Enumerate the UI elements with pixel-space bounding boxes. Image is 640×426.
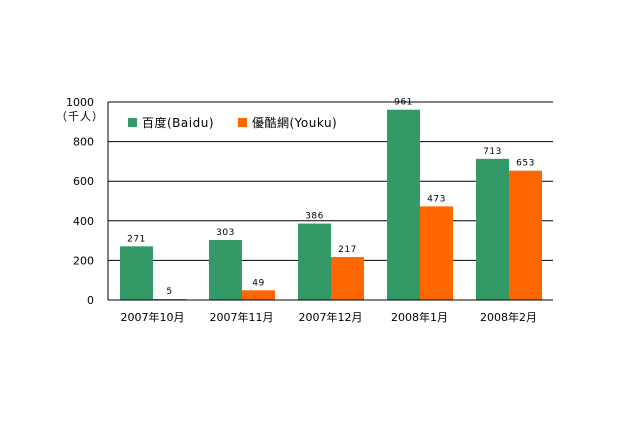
data-label: 386 xyxy=(305,212,324,222)
y-tick-label: 200 xyxy=(73,254,94,267)
y-tick-label: 1000 xyxy=(66,96,94,109)
data-label: 653 xyxy=(516,159,535,169)
x-tick-label: 2008年1月 xyxy=(391,310,448,324)
bar-youku xyxy=(509,170,542,300)
bar-baidu xyxy=(476,158,509,300)
data-label: 5 xyxy=(166,287,172,297)
x-tick-label: 2007年11月 xyxy=(210,310,274,324)
legend-swatch xyxy=(128,118,137,127)
data-label: 217 xyxy=(338,245,357,255)
bar-youku xyxy=(420,206,453,300)
x-axis: 2007年10月 2007年11月 2007年12月 2008年1月 2008年2月 xyxy=(108,299,553,324)
bar-youku xyxy=(242,290,275,300)
y-tick-label: 800 xyxy=(73,136,94,149)
bar-youku xyxy=(331,257,364,300)
data-label: 961 xyxy=(394,98,413,108)
legend-label: 百度(Baidu) xyxy=(142,115,214,130)
legend: 百度(Baidu) 優酷網(Youku) xyxy=(128,115,337,130)
data-label: 271 xyxy=(127,234,146,244)
bar-baidu xyxy=(298,223,331,300)
x-tick-label: 2008年2月 xyxy=(480,310,537,324)
y-axis: 0 200 400 600 800 1000 xyxy=(66,96,109,307)
data-label: 713 xyxy=(483,147,502,157)
legend-swatch xyxy=(238,118,247,127)
x-tick-label: 2007年12月 xyxy=(299,310,363,324)
data-label: 49 xyxy=(252,278,264,288)
y-unit-label: （千人） xyxy=(56,110,104,123)
data-label: 473 xyxy=(427,194,446,204)
y-tick-label: 400 xyxy=(73,215,94,228)
data-label: 303 xyxy=(216,228,235,238)
bar-baidu xyxy=(120,246,153,300)
y-tick-label: 600 xyxy=(73,175,94,188)
bar-baidu xyxy=(209,240,242,300)
y-tick-label: 0 xyxy=(87,294,94,307)
bar-baidu xyxy=(387,109,420,300)
legend-label: 優酷網(Youku) xyxy=(252,116,337,130)
x-tick-label: 2007年10月 xyxy=(121,310,185,324)
